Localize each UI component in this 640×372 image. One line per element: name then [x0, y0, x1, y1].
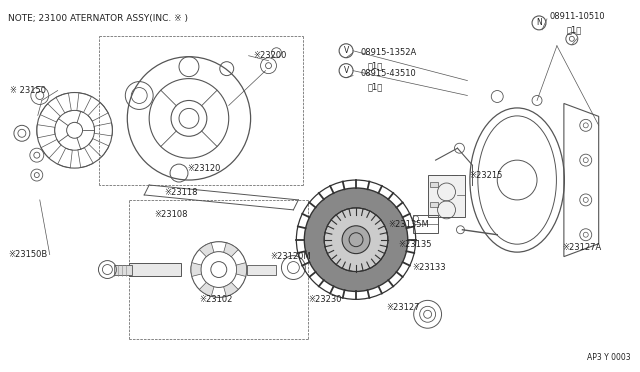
Polygon shape — [191, 263, 202, 276]
Text: V: V — [344, 46, 349, 55]
Text: 08915-1352A: 08915-1352A — [360, 48, 416, 57]
Circle shape — [342, 226, 370, 254]
Bar — [115, 264, 132, 275]
Text: ※23150B: ※23150B — [8, 250, 47, 259]
Bar — [129, 263, 181, 276]
Text: V: V — [344, 66, 349, 75]
Polygon shape — [236, 263, 246, 276]
Ellipse shape — [304, 188, 408, 291]
Text: ※23120M: ※23120M — [271, 252, 311, 261]
Text: NOTE; 23100 ATERNATOR ASSY(INC. ※ ): NOTE; 23100 ATERNATOR ASSY(INC. ※ ) — [8, 15, 188, 23]
Text: ※23120: ※23120 — [187, 164, 220, 173]
Text: ※ 23150: ※ 23150 — [10, 86, 46, 95]
Text: N: N — [536, 18, 542, 28]
Text: ※23102: ※23102 — [199, 295, 232, 304]
Bar — [428, 175, 465, 217]
Ellipse shape — [324, 208, 388, 272]
Text: ※23127: ※23127 — [386, 303, 419, 312]
Text: ※23133: ※23133 — [413, 263, 446, 272]
Text: （1）: （1） — [368, 82, 383, 91]
Text: ※23108: ※23108 — [154, 210, 188, 219]
Text: ※23127A: ※23127A — [562, 243, 601, 252]
Polygon shape — [199, 282, 214, 296]
Text: ※23135M: ※23135M — [388, 220, 429, 229]
Bar — [429, 182, 438, 187]
Text: ※23135: ※23135 — [398, 240, 431, 249]
Polygon shape — [199, 243, 214, 257]
Text: 08911-10510: 08911-10510 — [550, 12, 605, 22]
Text: 08915-43510: 08915-43510 — [360, 69, 416, 78]
Text: （1）: （1） — [567, 25, 582, 34]
Polygon shape — [223, 243, 238, 257]
Bar — [429, 202, 438, 207]
Bar — [413, 215, 438, 233]
Text: ※23215: ※23215 — [469, 170, 503, 180]
Text: （1）: （1） — [368, 61, 383, 70]
Text: ※23230: ※23230 — [308, 295, 342, 304]
Bar — [246, 264, 276, 275]
Text: AP3 Y 0003: AP3 Y 0003 — [587, 353, 630, 362]
Text: ※23118: ※23118 — [164, 189, 198, 198]
Text: ※23200: ※23200 — [253, 51, 287, 60]
Polygon shape — [223, 282, 238, 296]
